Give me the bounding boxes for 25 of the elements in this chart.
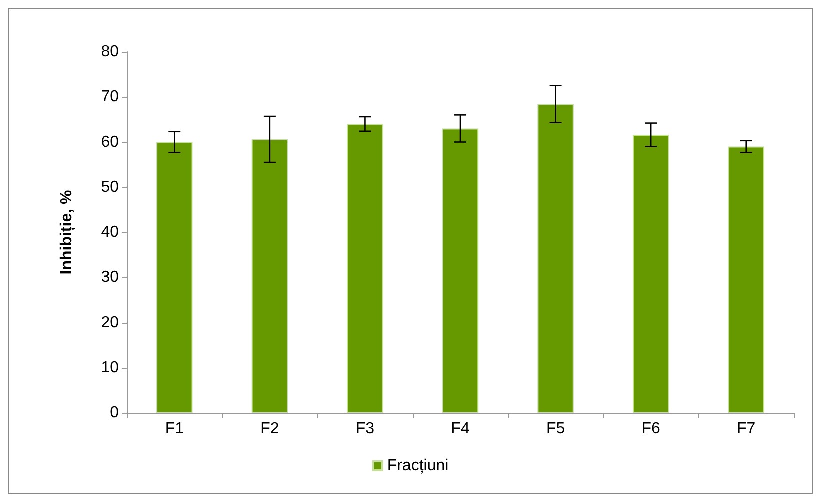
x-tick-label: F3 xyxy=(356,420,375,438)
x-tick-label: F1 xyxy=(165,420,184,438)
y-tick-label: 50 xyxy=(101,178,120,196)
y-tick-label: 10 xyxy=(101,359,120,376)
legend-label: Fracțiuni xyxy=(387,458,449,474)
bar xyxy=(632,135,670,413)
y-tick-label: 0 xyxy=(110,404,120,422)
x-tick-label: F6 xyxy=(642,420,661,438)
y-tick-label: 30 xyxy=(101,269,120,286)
bar xyxy=(252,140,288,413)
y-tick-label: 60 xyxy=(101,134,120,151)
bar xyxy=(538,104,574,413)
y-tick-label: 80 xyxy=(101,44,120,60)
x-tick-label: F5 xyxy=(546,420,566,438)
y-tick-label: 70 xyxy=(101,88,120,106)
y-axis-title: Inhibiție, % xyxy=(58,190,76,275)
x-tick-label: F2 xyxy=(260,420,280,438)
bar xyxy=(347,124,384,413)
bar xyxy=(156,142,193,413)
bar xyxy=(442,128,479,413)
x-tick-label: F4 xyxy=(451,420,470,438)
y-tick-label: 20 xyxy=(101,314,120,332)
bar xyxy=(728,146,764,413)
y-tick-label: 40 xyxy=(101,224,120,241)
x-tick-label: F7 xyxy=(737,420,756,438)
